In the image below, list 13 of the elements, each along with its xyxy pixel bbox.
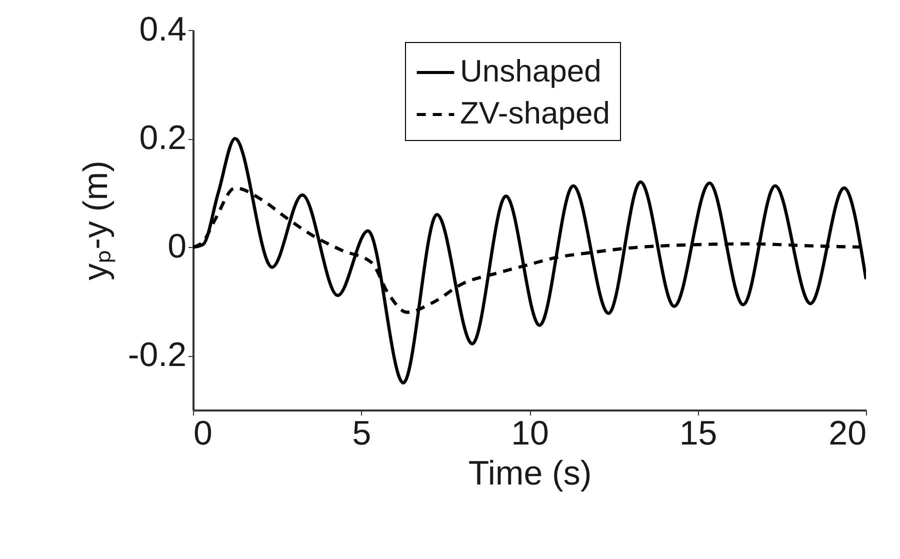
y-tick-label: -0.2 bbox=[128, 336, 186, 374]
x-tick-label: 0 bbox=[194, 414, 212, 452]
x-tick-label: 10 bbox=[511, 414, 549, 452]
y-tick-label: 0.2 bbox=[139, 119, 186, 158]
x-tick-label: 20 bbox=[828, 414, 866, 452]
y-tick-label: 0.4 bbox=[139, 10, 186, 48]
legend-label: Unshaped bbox=[460, 54, 602, 88]
x-tick-label: 5 bbox=[352, 414, 372, 452]
y-axis-title: yₚ-y (m) bbox=[76, 160, 116, 280]
y-tick-label: 0 bbox=[168, 228, 186, 266]
x-tick-label: 15 bbox=[679, 414, 718, 452]
legend-label: ZV-shaped bbox=[460, 96, 610, 130]
x-axis-title: Time (s) bbox=[468, 454, 592, 492]
